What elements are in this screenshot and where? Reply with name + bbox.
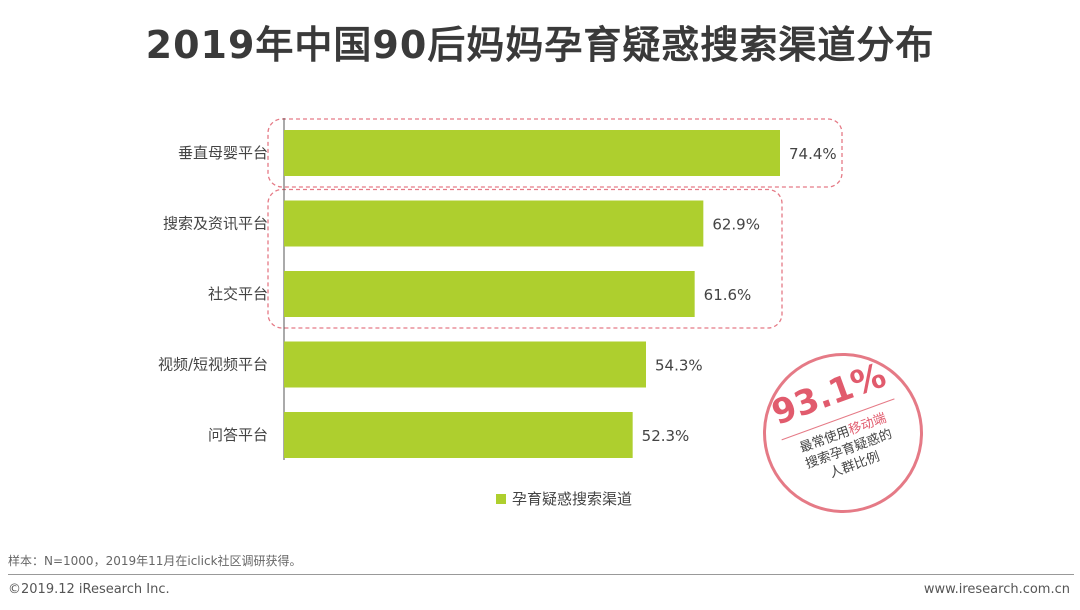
bar-1: [284, 130, 780, 176]
bar-2: [284, 200, 704, 247]
category-label-5: 问答平台: [208, 426, 268, 444]
value-label-4: 54.3%: [655, 357, 703, 375]
value-label-1: 74.4%: [789, 145, 837, 163]
bar-3: [284, 271, 695, 317]
legend-label: 孕育疑惑搜索渠道: [512, 490, 632, 508]
value-label-5: 52.3%: [642, 427, 690, 445]
highlight-box-search-social: [267, 188, 783, 329]
category-label-4: 视频/短视频平台: [158, 356, 268, 374]
value-label-3: 61.6%: [704, 286, 752, 304]
category-label-3: 社交平台: [208, 285, 268, 303]
bar-5: [284, 412, 633, 458]
bar-4: [284, 341, 646, 388]
value-label-2: 62.9%: [712, 216, 760, 234]
bar-chart: 垂直母婴平台 74.4% 搜索及资讯平台 62.9% 社交平台 61.6% 视频/短视频平台…: [158, 118, 843, 508]
highlight-box-vertical: [267, 118, 843, 188]
legend-swatch: [496, 494, 506, 504]
sample-note: 样本：N=1000，2019年11月在iclick社区调研获得。: [8, 554, 302, 568]
copyright-text: ©2019.12 iResearch Inc.: [8, 582, 170, 597]
category-label-2: 搜索及资讯平台: [163, 215, 268, 233]
category-label-1: 垂直母婴平台: [178, 144, 268, 162]
footer-divider: [8, 574, 1074, 575]
chart-title: 2019年中国90后妈妈孕育疑惑搜索渠道分布: [145, 23, 935, 67]
website-link[interactable]: www.iresearch.com.cn: [923, 582, 1070, 597]
